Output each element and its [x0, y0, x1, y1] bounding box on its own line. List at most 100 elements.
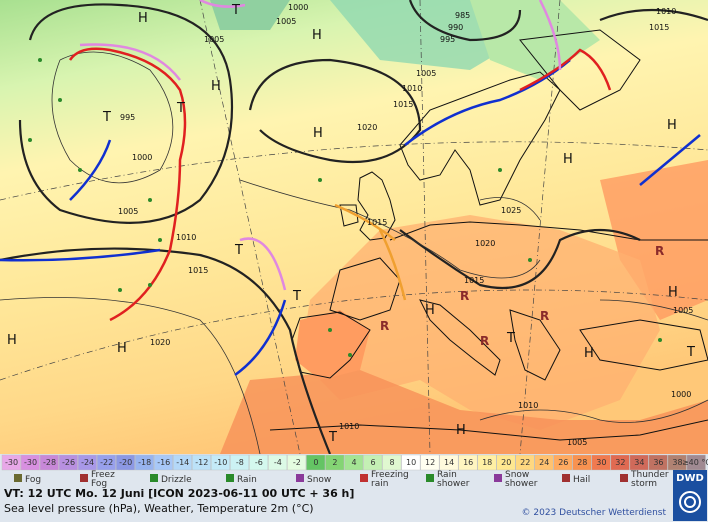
scale-label: 18: [482, 458, 492, 467]
weather-label: Snow: [505, 470, 529, 480]
weather-icon: [620, 474, 628, 482]
high-center: H: [312, 28, 322, 43]
weather-icon: [14, 474, 22, 482]
scale-label: 36: [653, 458, 663, 467]
scale-label: 38: [672, 458, 682, 467]
scale-label: 34: [634, 458, 644, 467]
scale-cell: [553, 454, 573, 471]
high-center: H: [668, 285, 678, 300]
svg-text:R: R: [460, 289, 469, 303]
weather-label: shower: [437, 479, 470, 489]
weather-label: Hail: [573, 475, 590, 485]
scale-label: -10: [214, 458, 227, 467]
pressure-label: 1005: [567, 438, 587, 447]
scale-cell: [629, 454, 649, 471]
scale-label: 32: [615, 458, 625, 467]
scale-cell: [458, 454, 478, 471]
pressure-label: 1015: [393, 100, 413, 109]
scale-label: 14: [444, 458, 454, 467]
high-center: H: [425, 303, 435, 318]
scale-label: -20: [119, 458, 132, 467]
isobars: [0, 0, 708, 455]
low-center: T: [506, 331, 515, 346]
high-center: H: [7, 333, 17, 348]
scale-label: 20: [501, 458, 511, 467]
weather-icon: [562, 474, 570, 482]
high-center: H: [117, 341, 127, 356]
weather-icon: [426, 474, 434, 482]
low-center: T: [231, 3, 240, 18]
pressure-label: 1005: [118, 207, 138, 216]
temperature-scale: -30 -30 -28 -26 -24 -22 -20 -18 -16 -14 -12 -10 -8 -6…: [1, 454, 708, 471]
graticule: [0, 0, 708, 455]
pressure-label: 1015: [464, 276, 484, 285]
low-center: T: [234, 243, 243, 258]
map-area: [0, 0, 708, 454]
pressure-label: 1015: [367, 218, 387, 227]
scale-label: -8: [236, 458, 244, 467]
weather-symbols: R R R R R: [28, 58, 664, 357]
weather-label: Fog: [91, 479, 107, 489]
pressure-label: 1020: [475, 239, 495, 248]
valid-time: VT: 12 UTC Mo. 12 Juni [ICON 2023-06-11 …: [4, 487, 354, 500]
scale-label: -30: [24, 458, 37, 467]
scale-cell: [287, 454, 307, 471]
high-center: H: [667, 118, 677, 133]
weather-label: storm: [631, 479, 657, 489]
scale-cell: [610, 454, 630, 471]
scale-cell: [648, 454, 668, 471]
pressure-label: 990: [448, 23, 463, 32]
scale-label: ≥40 °C: [682, 458, 708, 467]
scale-cell: [1, 454, 21, 471]
pressure-label: 1020: [150, 338, 170, 347]
scale-label: 8: [390, 458, 395, 467]
scale-label: 26: [558, 458, 568, 467]
scale-cell: [96, 454, 116, 471]
scale-label: -16: [157, 458, 170, 467]
weather-label: Freezing: [371, 470, 409, 480]
weather-label: Fog: [25, 475, 41, 485]
pressure-label: 985: [455, 11, 470, 20]
scale-label: 0: [313, 458, 318, 467]
scale-label: 6: [370, 458, 375, 467]
pressure-label: 1005: [204, 35, 224, 44]
scale-label: -2: [293, 458, 301, 467]
pressure-centers: H H H H H H H H H H H H T T T T T T T T: [7, 3, 695, 445]
pressure-label: 1020: [357, 123, 377, 132]
pressure-label: 1015: [649, 23, 669, 32]
high-center: H: [313, 126, 323, 141]
scale-cell: [39, 454, 59, 471]
scale-label: 22: [520, 458, 530, 467]
low-center: T: [292, 289, 301, 304]
pressure-label: 1010: [656, 7, 676, 16]
scale-label: -14: [176, 458, 189, 467]
weather-label: Rain: [237, 475, 257, 485]
scale-label: 10: [406, 458, 416, 467]
low-center: T: [686, 345, 695, 360]
scale-label: 12: [425, 458, 435, 467]
weather-label: Snow: [307, 475, 331, 485]
low-center: T: [102, 110, 111, 125]
low-center: T: [176, 101, 185, 116]
pressure-label: 1000: [671, 390, 691, 399]
weather-icon: [360, 474, 368, 482]
high-center: H: [584, 346, 594, 361]
pressure-label: 1005: [276, 17, 296, 26]
weather-label: Rain: [437, 470, 457, 480]
scale-label: -12: [195, 458, 208, 467]
scale-cell: [173, 454, 192, 471]
scale-label: -26: [62, 458, 75, 467]
scale-cell: [211, 454, 231, 471]
scale-label: 28: [577, 458, 587, 467]
scale-cell: [115, 454, 135, 471]
scale-cell: [382, 454, 402, 471]
pressure-labels: 1000 1005 985 990 995 1005 1010 1015 102…: [118, 3, 693, 447]
weather-label: rain: [371, 479, 388, 489]
weather-icon: [296, 474, 304, 482]
pressure-label: 1025: [501, 206, 521, 215]
scale-cell: [306, 454, 326, 471]
scale-label: 2: [332, 458, 337, 467]
